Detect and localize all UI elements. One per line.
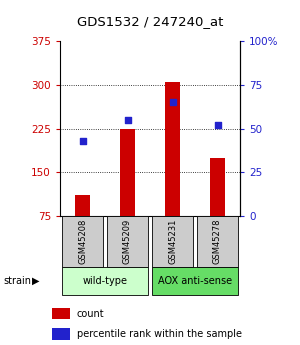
Bar [210, 158, 225, 216]
Point [170, 100, 175, 105]
Bar [120, 128, 135, 216]
Text: GSM45208: GSM45208 [78, 219, 87, 264]
Text: GDS1532 / 247240_at: GDS1532 / 247240_at [77, 16, 223, 29]
Bar [52, 308, 70, 319]
FancyBboxPatch shape [197, 216, 238, 267]
Text: wild-type: wild-type [82, 276, 128, 286]
Bar [52, 328, 70, 340]
Bar [165, 82, 180, 216]
Text: GSM45278: GSM45278 [213, 219, 222, 264]
FancyBboxPatch shape [152, 216, 193, 267]
FancyBboxPatch shape [62, 216, 103, 267]
Point [125, 117, 130, 122]
FancyBboxPatch shape [107, 216, 148, 267]
Point [80, 138, 85, 144]
Bar [75, 195, 90, 216]
Text: AOX anti-sense: AOX anti-sense [158, 276, 232, 286]
Text: percentile rank within the sample: percentile rank within the sample [77, 329, 242, 339]
Text: strain: strain [3, 276, 31, 286]
Text: GSM45209: GSM45209 [123, 219, 132, 264]
FancyBboxPatch shape [152, 267, 238, 295]
Text: ▶: ▶ [32, 276, 39, 286]
Point [215, 122, 220, 128]
FancyBboxPatch shape [62, 267, 148, 295]
Text: count: count [77, 308, 105, 318]
Text: GSM45231: GSM45231 [168, 219, 177, 264]
